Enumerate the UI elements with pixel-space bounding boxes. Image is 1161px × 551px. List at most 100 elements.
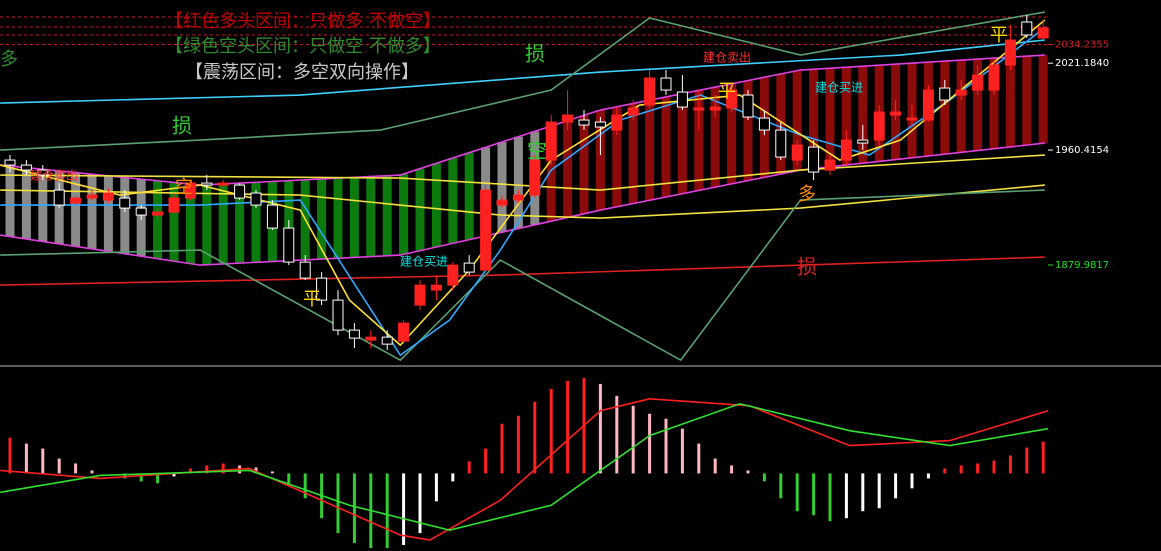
candle-body	[4, 159, 16, 166]
zone-column	[202, 184, 212, 265]
macd-bar	[926, 473, 930, 479]
macd-bar	[992, 460, 996, 474]
macd-bar	[828, 473, 832, 522]
zone-column	[841, 67, 851, 165]
candle-body	[775, 129, 787, 158]
candle-body	[365, 336, 377, 341]
annotation: 做多	[0, 49, 18, 70]
macd-bar	[648, 413, 652, 474]
macd-bar	[24, 443, 28, 474]
zone-column	[989, 58, 999, 149]
candle-body	[152, 211, 164, 216]
annotation: 平	[990, 25, 1008, 46]
macd-bar	[943, 468, 947, 474]
zone-column	[940, 61, 950, 155]
macd-bar	[500, 423, 504, 474]
zone-column	[513, 136, 523, 229]
zone-column	[464, 152, 474, 240]
candle-body	[53, 189, 65, 206]
overlay-line	[0, 142, 1045, 266]
zone-column	[628, 103, 638, 204]
zone-column	[677, 93, 687, 194]
candle-body	[627, 107, 639, 116]
candle-body	[890, 111, 902, 116]
macd-bar	[713, 458, 717, 474]
candle-body	[332, 299, 344, 331]
zone-column	[727, 83, 737, 184]
macd-bar	[795, 473, 799, 512]
candle-body	[201, 182, 213, 186]
y-tick-label: 1960.4154	[1055, 145, 1109, 156]
candle-body	[447, 264, 459, 286]
zone-column	[71, 172, 81, 247]
macd-bar	[1025, 447, 1029, 474]
zone-column	[5, 166, 15, 237]
candle-body	[824, 159, 836, 171]
candle-body	[70, 197, 82, 204]
candle-body	[480, 189, 492, 271]
macd-bar	[516, 415, 520, 474]
candle-body	[381, 336, 393, 345]
zone-column	[546, 126, 556, 222]
annotation: 【红色多头区间：只做多 不做空】	[165, 11, 441, 32]
candle-body	[611, 114, 623, 131]
zone-column	[743, 80, 753, 181]
zone-column	[431, 163, 441, 247]
macd-bar	[123, 473, 127, 479]
macd-bar	[894, 473, 898, 499]
macd-bar	[385, 473, 389, 549]
overlay-line	[0, 27, 1046, 357]
zone-column	[645, 100, 655, 201]
zone-column	[858, 66, 868, 164]
macd-bar	[467, 461, 471, 474]
macd-bar	[910, 473, 914, 489]
zone-column	[1038, 55, 1048, 144]
zone-column	[218, 183, 228, 264]
candle-body	[414, 284, 426, 306]
overlay-line	[0, 189, 1045, 362]
zone-column	[169, 182, 179, 262]
candle-body	[726, 89, 738, 109]
annotation: 损	[172, 114, 192, 138]
candle-body	[758, 117, 770, 131]
candle-body	[594, 121, 606, 128]
macd-bar	[90, 470, 94, 474]
annotation: 损	[525, 42, 545, 66]
zone-column	[382, 175, 392, 256]
overlay-line	[0, 256, 1045, 286]
macd-bar	[57, 458, 61, 474]
overlay-line	[0, 11, 1045, 151]
candle-body	[119, 197, 131, 209]
candle-body	[217, 182, 229, 186]
candle-body	[463, 262, 475, 273]
macd-bar	[762, 473, 766, 482]
macd-bar	[451, 473, 455, 482]
macd-bar	[336, 473, 340, 534]
zone-column	[595, 110, 605, 211]
zone-column	[825, 68, 835, 167]
candle-body	[20, 164, 32, 171]
candle-body	[102, 192, 114, 201]
macd-bar	[287, 473, 291, 484]
candle-body	[676, 91, 688, 108]
candle-body	[644, 77, 656, 106]
candle-body	[955, 89, 967, 96]
candle-body	[808, 146, 820, 173]
macd-bar	[976, 463, 980, 474]
macd-bar	[270, 471, 274, 474]
zone-column	[710, 87, 720, 188]
macd-line	[0, 402, 1049, 531]
macd-bar	[156, 473, 160, 484]
candle-body	[398, 322, 410, 342]
annotation: 多	[798, 184, 816, 205]
annotation: 建仓买进	[815, 81, 863, 95]
annotation: 平	[718, 81, 736, 102]
candle-body	[988, 64, 1000, 91]
candle-body	[86, 194, 98, 199]
candle-body	[283, 227, 295, 263]
macd-bar	[549, 388, 553, 474]
candle-body	[348, 329, 360, 339]
zone-column	[366, 176, 376, 257]
zone-column	[120, 177, 130, 254]
